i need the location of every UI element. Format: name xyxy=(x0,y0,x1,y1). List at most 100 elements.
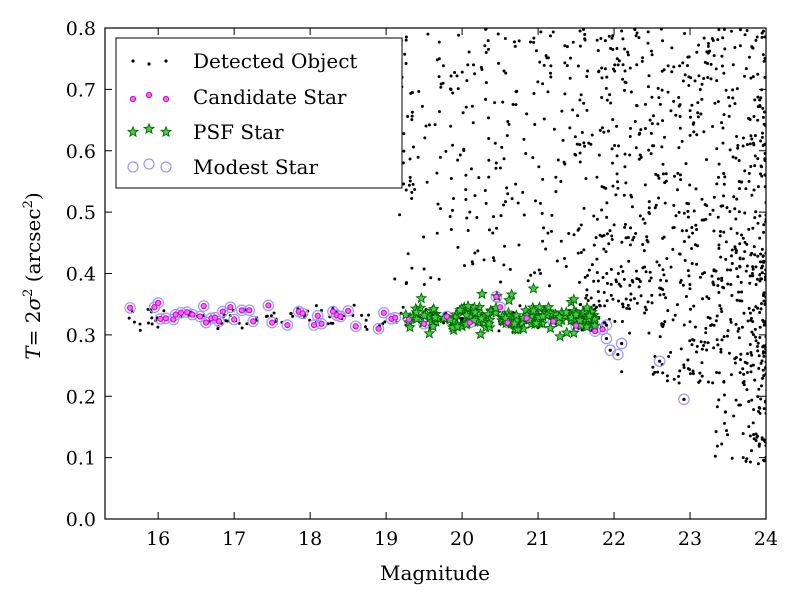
detected-object-point xyxy=(605,299,609,303)
detected-object-point xyxy=(715,314,719,318)
detected-object-point xyxy=(437,40,441,44)
detected-object-point xyxy=(714,430,718,434)
detected-object-point xyxy=(706,44,710,48)
psf-star-point xyxy=(542,301,555,313)
detected-object-point xyxy=(662,273,666,277)
detected-object-point xyxy=(532,92,536,96)
detected-object-point xyxy=(579,223,583,227)
detected-object-point xyxy=(679,178,683,182)
detected-object-point xyxy=(762,59,766,63)
detected-object-point xyxy=(505,186,509,190)
detected-object-point xyxy=(717,246,721,250)
detected-object-point xyxy=(598,128,602,132)
detected-object-point xyxy=(629,226,633,230)
legend-label-modest: Modest Star xyxy=(193,155,318,179)
detected-object-point xyxy=(760,35,764,39)
detected-object-point xyxy=(738,44,742,48)
detected-object-point xyxy=(408,157,412,161)
detected-object-point xyxy=(747,171,751,175)
detected-object-point xyxy=(672,99,676,103)
detected-object-point xyxy=(643,305,647,309)
x-tick-label: 19 xyxy=(374,528,398,550)
detected-object-point xyxy=(538,201,542,205)
detected-object-point xyxy=(363,325,367,329)
detected-object-point xyxy=(563,61,567,65)
detected-object-point xyxy=(736,329,740,333)
detected-object-point xyxy=(627,259,631,263)
detected-object-point xyxy=(711,125,715,129)
detected-object-point xyxy=(708,316,712,320)
detected-object-point xyxy=(753,253,757,257)
modest-star-point xyxy=(213,315,225,328)
detected-object-point xyxy=(410,91,414,95)
detected-object-point xyxy=(688,283,692,287)
detected-object-point xyxy=(610,147,614,151)
detected-object-point xyxy=(647,148,651,152)
detected-object-point xyxy=(464,188,468,192)
x-tick-label: 18 xyxy=(298,528,322,550)
detected-object-point xyxy=(576,64,580,68)
detected-object-point xyxy=(744,459,748,463)
legend-label-psf: PSF Star xyxy=(193,120,284,144)
detected-object-point xyxy=(697,74,701,78)
detected-object-point xyxy=(752,408,756,412)
detected-object-point xyxy=(643,102,647,106)
detected-object-point xyxy=(714,269,718,273)
detected-object-point xyxy=(529,273,533,277)
detected-object-point xyxy=(715,444,719,448)
detected-object-point xyxy=(743,360,747,364)
detected-object-point xyxy=(449,88,453,92)
psf-star-point xyxy=(483,317,495,329)
detected-object-point xyxy=(456,245,460,249)
detected-object-point xyxy=(663,135,667,139)
legend-entry-detected: Detected Object xyxy=(131,49,357,73)
detected-object-point xyxy=(477,176,481,180)
detected-object-point xyxy=(761,115,765,119)
psf-star-point xyxy=(583,309,596,321)
detected-object-point xyxy=(699,112,703,116)
detected-object-point xyxy=(464,173,468,177)
detected-object-point xyxy=(745,457,749,461)
detected-object-point xyxy=(578,29,582,33)
detected-object-point xyxy=(678,64,682,68)
detected-object-point xyxy=(733,45,737,49)
candidate-star-point xyxy=(246,307,253,314)
detected-object-point xyxy=(597,69,601,73)
detected-object-point xyxy=(393,277,397,281)
detected-object-point xyxy=(615,124,619,128)
detected-object-point xyxy=(603,321,607,325)
detected-object-point xyxy=(537,165,541,169)
detected-object-point xyxy=(731,155,735,159)
detected-object-point xyxy=(398,213,402,217)
detected-object-point xyxy=(690,343,694,347)
legend-psf-marker xyxy=(126,125,140,138)
detected-object-point xyxy=(578,44,582,48)
detected-object-point xyxy=(623,152,627,156)
detected-object-point xyxy=(760,174,764,178)
detected-object-point xyxy=(522,137,526,141)
detected-object-point xyxy=(700,97,704,101)
legend: Detected Object Candidate Star PSF Star … xyxy=(115,37,403,189)
detected-object-point xyxy=(470,104,474,108)
detected-object-point xyxy=(525,112,529,116)
detected-object-point xyxy=(613,319,617,323)
detected-object-point xyxy=(620,240,624,244)
detected-object-point xyxy=(696,111,700,115)
detected-object-point xyxy=(643,183,647,187)
detected-object-point xyxy=(651,114,655,118)
psf-star-point xyxy=(503,294,515,306)
detected-object-point xyxy=(746,319,750,323)
detected-object-point xyxy=(763,142,766,146)
detected-object-point xyxy=(552,127,556,131)
detected-object-point xyxy=(711,208,715,212)
detected-object-point xyxy=(439,82,443,86)
detected-object-point xyxy=(582,206,586,210)
detected-object-point xyxy=(662,292,666,296)
detected-object-point xyxy=(549,75,553,79)
detected-object-point xyxy=(442,321,446,325)
detected-object-point xyxy=(730,261,734,265)
detected-object-point xyxy=(688,133,692,137)
detected-object-point xyxy=(466,229,470,233)
candidate-star-point xyxy=(196,313,204,320)
detected-object-point xyxy=(579,93,583,97)
